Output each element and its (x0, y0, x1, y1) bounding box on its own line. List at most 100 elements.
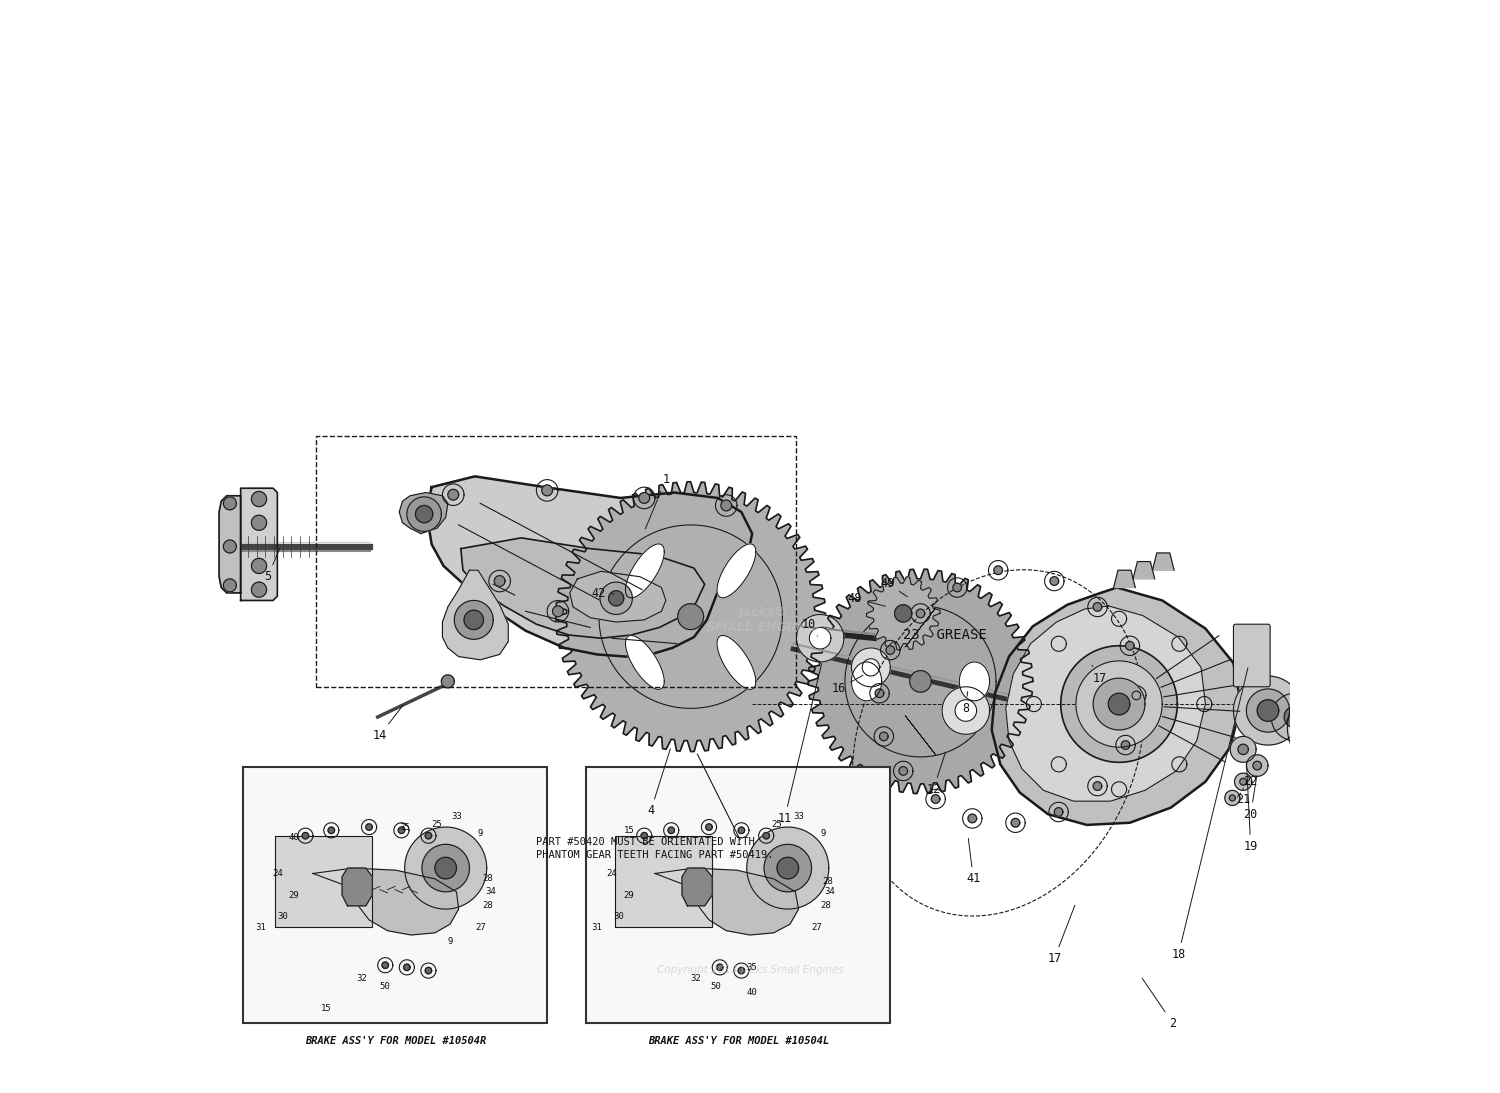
Text: 29: 29 (624, 891, 634, 900)
FancyBboxPatch shape (1233, 624, 1270, 686)
Polygon shape (442, 571, 509, 660)
Polygon shape (464, 610, 483, 630)
Text: 24: 24 (272, 869, 282, 878)
Polygon shape (1005, 606, 1206, 801)
Polygon shape (678, 603, 703, 630)
Polygon shape (960, 662, 990, 701)
Polygon shape (416, 505, 432, 522)
Text: 1: 1 (645, 473, 669, 529)
Text: 28: 28 (822, 877, 833, 885)
Text: 34: 34 (486, 888, 496, 896)
Text: 16: 16 (831, 675, 862, 695)
Polygon shape (1125, 642, 1134, 650)
Text: BRAKE ASS'Y FOR MODEL #10504R: BRAKE ASS'Y FOR MODEL #10504R (306, 1036, 486, 1046)
Polygon shape (738, 967, 744, 974)
Text: 35: 35 (399, 823, 410, 832)
Text: 50: 50 (710, 983, 722, 991)
Polygon shape (626, 544, 664, 598)
Polygon shape (747, 827, 830, 909)
Text: 24: 24 (606, 869, 616, 878)
Text: 42: 42 (592, 587, 613, 600)
Polygon shape (1239, 778, 1246, 785)
Polygon shape (1076, 661, 1162, 748)
Polygon shape (460, 538, 705, 638)
Polygon shape (406, 497, 441, 531)
Text: 29: 29 (288, 891, 298, 900)
Polygon shape (426, 477, 752, 657)
Text: 28: 28 (821, 902, 831, 910)
Text: 17: 17 (1092, 666, 1107, 684)
Polygon shape (1284, 706, 1305, 728)
Text: 9: 9 (477, 830, 483, 838)
Polygon shape (422, 844, 470, 892)
Text: 31: 31 (256, 922, 267, 932)
Text: 21: 21 (1236, 788, 1251, 806)
Polygon shape (398, 827, 405, 834)
Polygon shape (764, 844, 812, 892)
Polygon shape (570, 572, 666, 622)
Polygon shape (796, 614, 844, 662)
Text: Jacks®
SMALL ENGINES: Jacks® SMALL ENGINES (706, 606, 819, 634)
Polygon shape (224, 540, 237, 553)
Polygon shape (818, 579, 1023, 784)
Polygon shape (874, 689, 884, 697)
Polygon shape (906, 608, 936, 647)
Text: 18: 18 (1172, 668, 1248, 961)
Polygon shape (717, 544, 756, 598)
Polygon shape (495, 576, 506, 587)
Polygon shape (424, 833, 432, 839)
Polygon shape (224, 579, 237, 591)
Polygon shape (1132, 562, 1155, 579)
Text: 41: 41 (966, 838, 981, 885)
Polygon shape (252, 583, 267, 597)
Text: 17: 17 (1047, 905, 1076, 965)
Polygon shape (567, 493, 814, 741)
Polygon shape (626, 635, 664, 690)
Polygon shape (219, 496, 240, 592)
Text: 50: 50 (380, 983, 390, 991)
Text: 31: 31 (591, 922, 602, 932)
Text: 25: 25 (771, 821, 783, 830)
Polygon shape (454, 600, 494, 639)
Text: 2: 2 (1142, 978, 1176, 1030)
Polygon shape (1094, 602, 1102, 611)
Polygon shape (600, 583, 633, 614)
Polygon shape (956, 700, 976, 721)
Polygon shape (777, 857, 798, 879)
Polygon shape (656, 868, 798, 935)
Text: 27: 27 (812, 922, 822, 932)
Text: Copyright 2013 Jacks Small Engines: Copyright 2013 Jacks Small Engines (657, 964, 843, 975)
Polygon shape (435, 857, 456, 879)
Polygon shape (668, 827, 675, 834)
Text: 15: 15 (624, 826, 634, 835)
Text: BRAKE ASS'Y FOR MODEL #10504L: BRAKE ASS'Y FOR MODEL #10504L (648, 1036, 830, 1046)
Polygon shape (252, 492, 267, 506)
Text: 25: 25 (432, 821, 442, 830)
Polygon shape (640, 833, 648, 839)
Polygon shape (1152, 553, 1174, 571)
Text: 15: 15 (321, 1003, 332, 1013)
Polygon shape (405, 827, 486, 909)
Text: 23  GREASE: 23 GREASE (903, 628, 987, 642)
Polygon shape (932, 795, 940, 803)
Text: 28: 28 (483, 874, 494, 883)
Text: 4: 4 (646, 749, 670, 818)
Polygon shape (366, 824, 372, 831)
Text: 30: 30 (614, 913, 624, 921)
Text: 32: 32 (690, 974, 702, 983)
Polygon shape (441, 674, 454, 687)
Text: 10: 10 (801, 618, 818, 636)
Polygon shape (706, 824, 712, 831)
Polygon shape (1233, 675, 1302, 745)
Text: 22: 22 (1238, 775, 1258, 797)
Polygon shape (942, 686, 990, 734)
Polygon shape (302, 833, 309, 839)
Bar (586, 766, 891, 1023)
Polygon shape (1230, 737, 1256, 762)
Text: 49: 49 (880, 577, 908, 597)
Polygon shape (722, 501, 732, 510)
Polygon shape (1054, 808, 1064, 816)
Polygon shape (328, 827, 334, 834)
Text: 8: 8 (963, 692, 969, 715)
Polygon shape (448, 490, 459, 501)
